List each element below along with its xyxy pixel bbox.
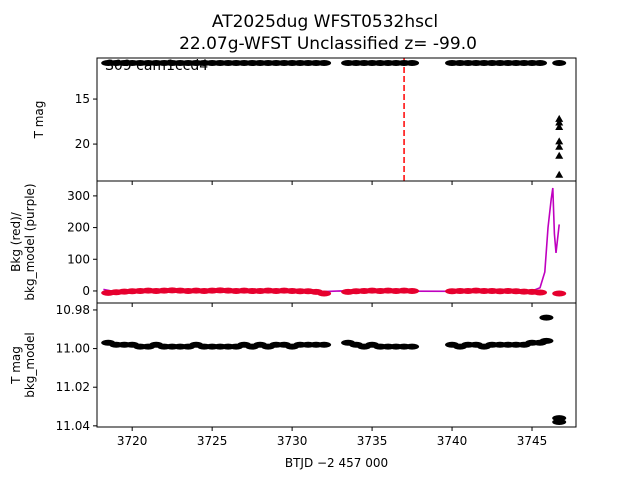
axes-frame	[96, 57, 577, 182]
point	[552, 290, 567, 297]
y-tick-label: 0	[82, 284, 90, 298]
y-tick-label: 11.02	[56, 380, 90, 394]
plot-area	[101, 58, 567, 181]
upper-limit	[555, 151, 564, 159]
upper-limit	[555, 170, 564, 178]
upper-limit	[555, 118, 564, 126]
annotation: S09 cam1ccd4	[105, 58, 208, 74]
y-tick-label: 10.98	[56, 303, 90, 317]
point	[405, 60, 420, 67]
point	[533, 60, 548, 67]
title: AT2025dug WFST0532hscl	[212, 12, 438, 32]
y-tick-label: 20	[75, 137, 90, 151]
y-tick-label: 11.04	[56, 419, 90, 433]
x-tick-label: 3730	[277, 434, 308, 448]
point	[405, 343, 420, 350]
point	[552, 418, 567, 425]
upper-limit	[555, 114, 564, 122]
point	[533, 289, 548, 296]
upper-limit	[555, 137, 564, 145]
point	[552, 60, 567, 67]
x-tick-label: 3725	[197, 434, 228, 448]
upper-limit	[555, 122, 564, 130]
y-tick-label: 11.00	[56, 342, 90, 356]
axes-frame	[96, 180, 577, 304]
point	[539, 337, 554, 344]
model-line	[103, 187, 561, 293]
x-tick-label: 3740	[437, 434, 468, 448]
y-axis-label: Bkg (red)/bkg_model (purple)	[9, 183, 37, 300]
point	[317, 290, 332, 297]
y-tick-label: 100	[67, 252, 90, 266]
point	[539, 314, 554, 321]
point	[317, 60, 332, 67]
point	[317, 341, 332, 348]
x-tick-label: 3735	[357, 434, 388, 448]
y-tick-label: 300	[67, 189, 90, 203]
y-axis-label: T magbkg_model	[9, 332, 37, 398]
x-axis-label: BTJD −2 457 000	[285, 456, 388, 470]
y-tick-label: 200	[67, 221, 90, 235]
subtitle: 22.07g-WFST Unclassified z= -99.0	[179, 34, 477, 54]
x-tick-label: 3720	[117, 434, 148, 448]
plot-area	[101, 187, 567, 297]
y-axis-label: T mag	[32, 101, 46, 140]
x-tick-label: 3745	[517, 434, 548, 448]
plot-area	[101, 314, 567, 425]
upper-limit	[555, 142, 564, 150]
point	[405, 287, 420, 294]
y-tick-label: 15	[75, 92, 90, 106]
axes-frame	[96, 302, 577, 428]
